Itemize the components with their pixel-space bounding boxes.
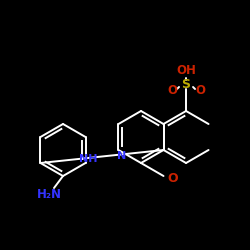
Text: O: O (195, 84, 205, 96)
Text: OH: OH (176, 64, 196, 78)
Text: S: S (182, 78, 190, 92)
Text: N: N (117, 150, 126, 160)
Text: H₂N: H₂N (36, 188, 62, 200)
Text: O: O (168, 172, 178, 184)
Text: O: O (167, 84, 177, 96)
Text: NH: NH (79, 154, 98, 164)
